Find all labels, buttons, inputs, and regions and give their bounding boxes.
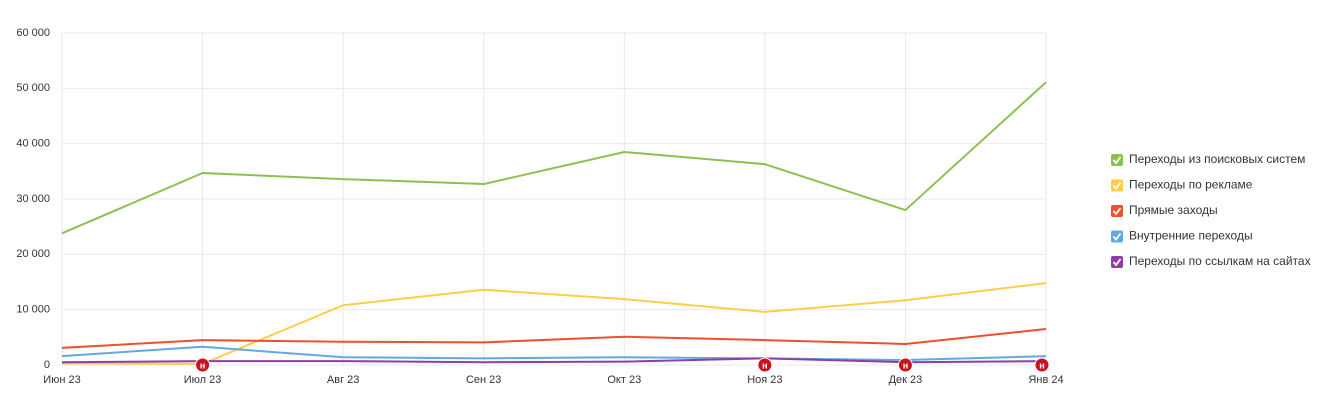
x-tick-label: Окт 23 [607, 374, 641, 386]
legend-check [1112, 258, 1122, 267]
legend-swatch [1111, 154, 1123, 166]
legend-item: Переходы по рекламе [1111, 178, 1253, 192]
y-tick-label: 40 000 [16, 138, 50, 150]
annotation-circle [757, 357, 773, 373]
annotation-circle [195, 357, 211, 373]
x-tick-label: Сен 23 [466, 374, 501, 386]
legend-label: Переходы по ссылкам на сайтах [1129, 254, 1311, 268]
legend-swatch [1111, 205, 1123, 217]
y-tick-label: 0 [44, 359, 50, 371]
legend-label: Переходы по рекламе [1129, 178, 1253, 192]
x-tick-label: Июл 23 [184, 374, 222, 386]
legend-item: Прямые заходы [1111, 203, 1218, 217]
legend-swatch [1111, 230, 1123, 243]
series-line [61, 81, 1047, 235]
legend-item: Переходы по ссылкам на сайтах [1111, 254, 1311, 268]
annotation-marker: н [195, 357, 211, 373]
annotation-label: н [200, 360, 205, 370]
legend-check [1112, 181, 1122, 190]
x-tick-label: Авг 23 [327, 374, 359, 386]
annotation-marker: н [1034, 357, 1050, 373]
legend-swatch [1111, 179, 1123, 192]
series-line [61, 282, 1047, 365]
legend-swatch [1111, 256, 1123, 268]
y-tick-label: 60 000 [16, 27, 50, 39]
legend-check [1112, 232, 1122, 241]
x-tick-label: Ноя 23 [747, 374, 782, 386]
y-tick-label: 20 000 [16, 248, 50, 260]
x-tick-label: Июн 23 [43, 374, 81, 386]
series-line [61, 357, 1047, 364]
y-tick-label: 50 000 [16, 82, 50, 94]
annotation-label: н [903, 360, 908, 370]
series-line [61, 345, 1047, 362]
legend-check [1112, 156, 1122, 165]
annotation-label: н [1039, 360, 1044, 370]
annotation-label: н [762, 360, 767, 370]
annotation-marker: н [897, 357, 913, 373]
x-tick-label: Дек 23 [889, 374, 923, 386]
y-tick-label: 10 000 [16, 304, 50, 316]
legend-label: Прямые заходы [1129, 203, 1218, 217]
annotation-circle [897, 357, 913, 373]
annotation-marker: н [757, 357, 773, 373]
legend-label: Переходы из поисковых систем [1129, 152, 1305, 166]
legend-item: Переходы из поисковых систем [1111, 152, 1305, 166]
legend: Переходы из поисковых систем Переходы по … [1111, 152, 1311, 268]
series-line [61, 328, 1047, 349]
legend-label: Внутренние переходы [1129, 229, 1253, 243]
annotation-circle [1034, 357, 1050, 373]
y-tick-label: 30 000 [16, 193, 50, 205]
x-tick-label: Янв 24 [1028, 374, 1063, 386]
legend-check [1112, 207, 1122, 216]
legend-item: Внутренние переходы [1111, 229, 1253, 243]
